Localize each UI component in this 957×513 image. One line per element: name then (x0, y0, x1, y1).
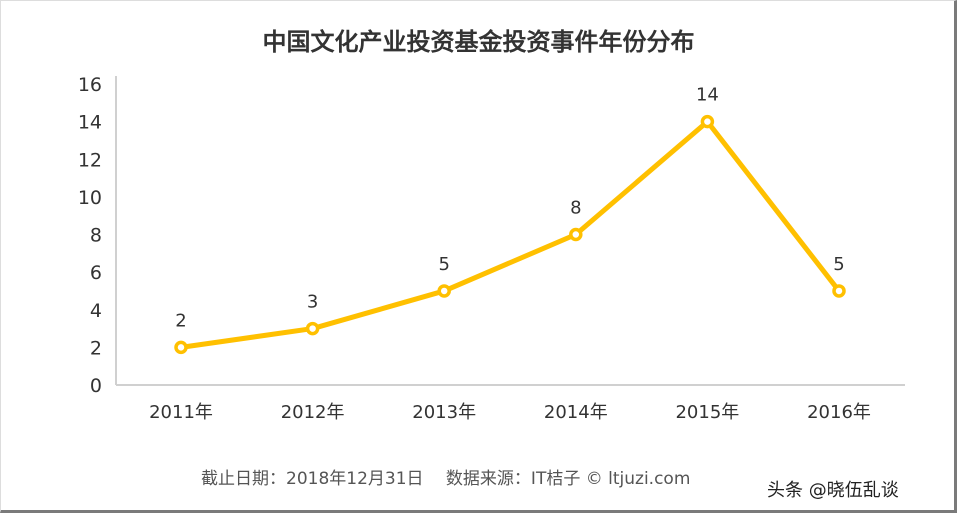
x-tick-label: 2013年 (412, 402, 476, 423)
data-point (569, 227, 583, 242)
x-tick-label: 2014年 (544, 402, 608, 423)
data-label: 3 (307, 292, 318, 313)
data-point (700, 114, 715, 129)
y-tick-label: 14 (78, 112, 102, 134)
data-label: 14 (696, 85, 719, 106)
series-line (180, 119, 841, 350)
x-tick-label: 2011年 (149, 402, 213, 423)
data-point (305, 321, 320, 336)
x-tick-label: 2015年 (675, 402, 739, 423)
data-label: 5 (833, 254, 844, 275)
x-tick-label: 2012年 (281, 402, 345, 423)
y-tick-label: 2 (90, 337, 102, 359)
y-tick-label: 12 (78, 149, 102, 171)
y-tick-label: 0 (90, 375, 102, 397)
y-tick-label: 6 (90, 262, 102, 284)
data-label: 2 (175, 310, 186, 331)
y-tick-label: 8 (90, 225, 102, 247)
data-label: 8 (570, 198, 581, 219)
y-tick-label: 10 (78, 187, 102, 209)
x-tick-label: 2016年 (807, 402, 871, 423)
data-point (174, 340, 188, 355)
data-label: 5 (438, 254, 449, 275)
source-footer: 截止日期：2018年12月31日 数据来源：IT桔子 © ltjuzi.com (201, 469, 691, 489)
data-point (832, 284, 846, 298)
data-point (437, 284, 451, 298)
watermark: 头条 @晓伍乱谈 (767, 480, 899, 501)
y-tick-label: 4 (90, 300, 102, 322)
chart-title: 中国文化产业投资基金投资事件年份分布 (262, 28, 695, 56)
y-tick-label: 16 (78, 74, 102, 96)
